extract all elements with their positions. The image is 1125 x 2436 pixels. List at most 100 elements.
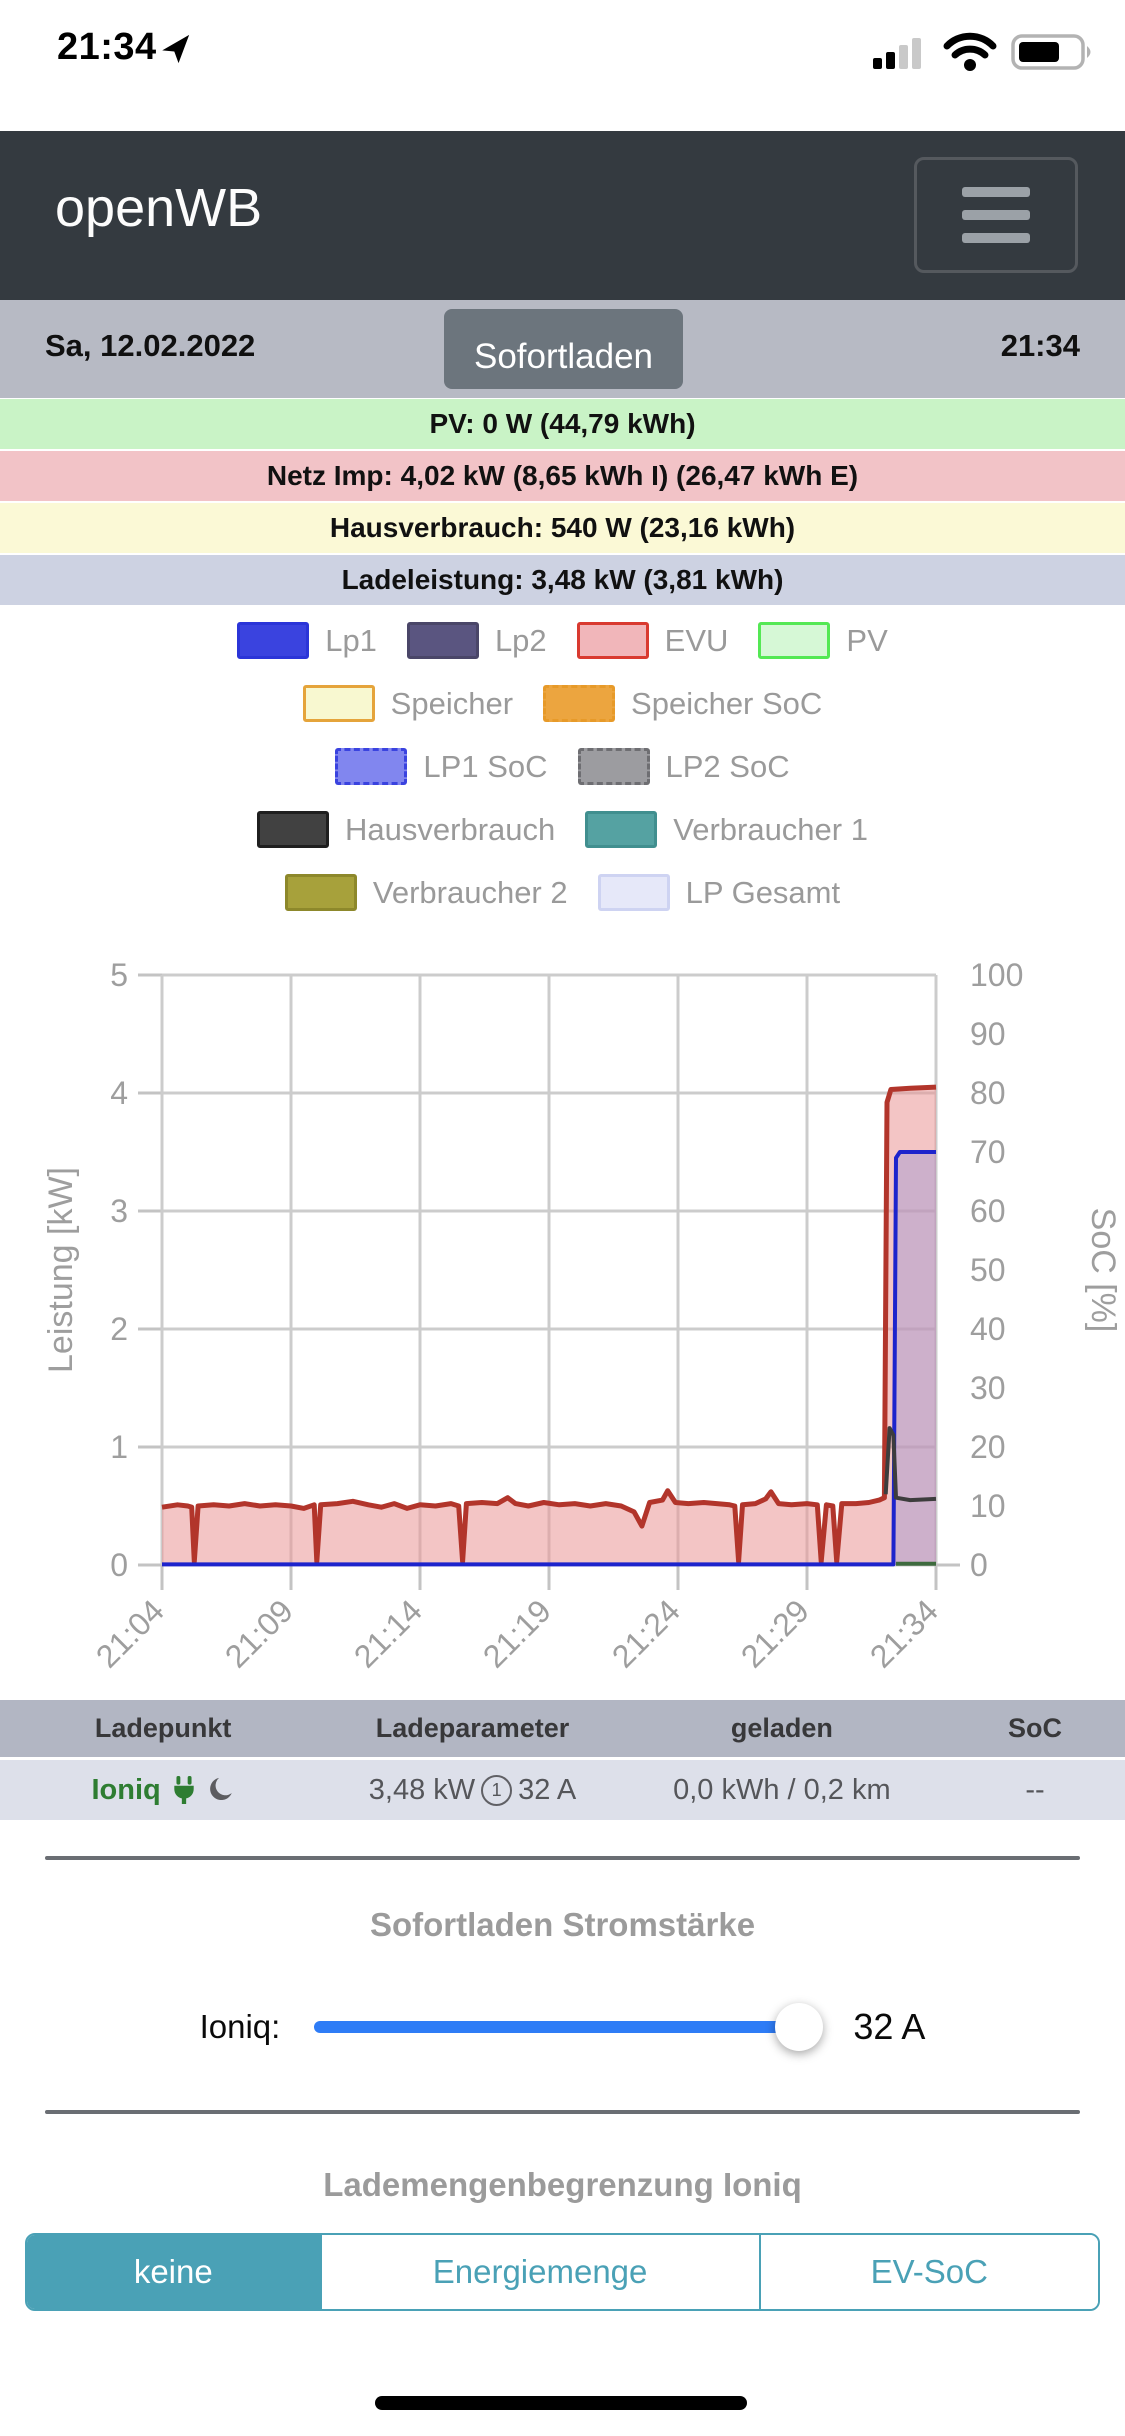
series-line-hausverbrauch — [883, 1426, 937, 1503]
current-slider-row: Ioniq: 32 A — [0, 1982, 1125, 2072]
svg-text:0: 0 — [970, 1547, 988, 1583]
moon-icon — [209, 1777, 232, 1801]
legend-item-lp-gesamt[interactable]: LP Gesamt — [597, 874, 841, 911]
table-header: Ladepunkt Ladeparameter geladen SoC — [0, 1700, 1125, 1760]
charge-power: 3,48 kW — [368, 1773, 476, 1806]
svg-text:21:34: 21:34 — [863, 1592, 945, 1674]
svg-text:5: 5 — [110, 957, 128, 993]
legend-swatch — [576, 622, 649, 659]
svg-text:1: 1 — [110, 1429, 128, 1465]
battery-icon — [1011, 34, 1091, 70]
charged-amount-cell: 0,0 kWh / 0,2 km — [673, 1773, 891, 1806]
svg-text:40: 40 — [970, 1311, 1006, 1347]
legend-label: EVU — [664, 622, 729, 658]
y-axis-title: Leistung [kW] — [42, 1167, 80, 1373]
svg-text:21:04: 21:04 — [89, 1592, 171, 1674]
legend-swatch — [335, 748, 408, 785]
legend-label: Speicher — [390, 685, 514, 721]
limit-section-title: Lademengenbegrenzung Ioniq — [323, 2166, 802, 2203]
series-area-evu — [162, 1087, 936, 1565]
svg-text:0: 0 — [110, 1547, 128, 1583]
svg-text:21:24: 21:24 — [605, 1592, 687, 1674]
section-divider — [45, 1856, 1080, 1860]
legend-item-lp1[interactable]: Lp1 — [237, 622, 377, 659]
legend-item-lp2[interactable]: Lp2 — [406, 622, 547, 659]
table-header-ladeparameter: Ladeparameter — [375, 1713, 570, 1743]
legend-item-evu[interactable]: EVU — [576, 622, 729, 659]
current-time: 21:34 — [1000, 328, 1080, 363]
current-slider[interactable] — [314, 2003, 824, 2051]
table-row: Ioniq 3,48 kW 1 32 A 0,0 kWh / 0,2 km — [0, 1760, 1125, 1820]
hamburger-icon — [962, 187, 1030, 197]
menu-button[interactable] — [914, 157, 1078, 273]
svg-text:21:19: 21:19 — [476, 1592, 558, 1674]
legend-swatch — [758, 622, 831, 659]
chart-legend: Lp1 Lp2 EVU PV Speicher Speicher SoC LP1 SoC LP… — [0, 622, 1125, 911]
svg-text:50: 50 — [970, 1252, 1006, 1288]
legend-item-verbraucher-1[interactable]: Verbraucher 1 — [585, 811, 868, 848]
svg-text:20: 20 — [970, 1429, 1006, 1465]
current-date: Sa, 12.02.2022 — [45, 328, 256, 363]
legend-label: LP1 SoC — [423, 748, 548, 784]
svg-text:3: 3 — [110, 1193, 128, 1229]
phase-count-icon: 1 — [481, 1774, 513, 1806]
status-time: 21:34 — [57, 26, 157, 68]
slider-vehicle-label: Ioniq: — [199, 2008, 281, 2045]
legend-item-speicher-soc[interactable]: Speicher SoC — [543, 685, 822, 722]
charge-limit-segmented-control: keine Energiemenge EV-SoC — [25, 2233, 1100, 2311]
legend-label: Verbraucher 1 — [673, 811, 868, 847]
chargepoint-cell: Ioniq — [0, 1774, 326, 1807]
legend-label: Hausverbrauch — [345, 811, 556, 847]
legend-item-lp1-soc[interactable]: LP1 SoC — [335, 748, 548, 785]
svg-text:21:14: 21:14 — [347, 1592, 429, 1674]
legend-swatch — [257, 811, 330, 848]
table-header-geladen: geladen — [730, 1713, 833, 1743]
series-line-lp1 — [162, 1150, 936, 1567]
slider-thumb[interactable] — [775, 2003, 824, 2051]
svg-text:80: 80 — [970, 1075, 1006, 1111]
svg-text:70: 70 — [970, 1134, 1006, 1170]
chargepoint-table: Ladepunkt Ladeparameter geladen SoC Ioniq 3… — [0, 1700, 1125, 1820]
legend-label: Lp1 — [325, 622, 377, 658]
legend-item-hausverbrauch[interactable]: Hausverbrauch — [257, 811, 555, 848]
limit-option-ev-soc[interactable]: EV-SoC — [760, 2235, 1098, 2309]
soc-cell: -- — [1025, 1773, 1045, 1806]
home-indicator[interactable] — [375, 2396, 747, 2410]
charge-current: 32 A — [518, 1773, 577, 1806]
svg-text:4: 4 — [110, 1075, 128, 1111]
legend-swatch — [302, 685, 375, 722]
limit-option-energiemenge[interactable]: Energiemenge — [321, 2235, 761, 2309]
legend-swatch — [543, 685, 616, 722]
date-bar: Sa, 12.02.2022 Sofortladen 21:34 — [0, 300, 1125, 398]
legend-label: Verbraucher 2 — [372, 874, 568, 910]
svg-text:100: 100 — [970, 957, 1023, 993]
power-chart: 0 1 2 3 4 5 0 10 20 30 40 50 60 70 80 90 100 21:04 21:09 21… — [0, 950, 1125, 1695]
svg-text:60: 60 — [970, 1193, 1006, 1229]
legend-row: Speicher Speicher SoC — [0, 685, 1125, 722]
table-header-ladepunkt: Ladepunkt — [94, 1713, 232, 1743]
series-line-evu — [161, 1084, 937, 1564]
charge-mode-button[interactable]: Sofortladen — [444, 309, 683, 389]
legend-item-lp2-soc[interactable]: LP2 SoC — [577, 748, 790, 785]
svg-text:2: 2 — [110, 1311, 128, 1347]
app-title: openWB — [55, 178, 263, 238]
legend-item-verbraucher-2[interactable]: Verbraucher 2 — [284, 874, 568, 911]
legend-label: Speicher SoC — [631, 685, 823, 721]
svg-text:21:29: 21:29 — [734, 1592, 816, 1674]
legend-label: LP2 SoC — [665, 748, 790, 784]
legend-label: PV — [846, 622, 888, 658]
slider-section-title: Sofortladen Stromstärke — [369, 1906, 756, 1943]
status-strip-pv: PV: 0 W (44,79 kWh) — [0, 399, 1125, 449]
status-strip-hausverbrauch: Hausverbrauch: 540 W (23,16 kWh) — [0, 503, 1125, 553]
limit-option-keine[interactable]: keine — [27, 2235, 322, 2309]
energy-status-strips: PV: 0 W (44,79 kWh) Netz Imp: 4,02 kW (8,… — [0, 399, 1125, 607]
legend-item-pv[interactable]: PV — [758, 622, 888, 659]
legend-swatch — [597, 874, 670, 911]
legend-item-speicher[interactable]: Speicher — [302, 685, 514, 722]
status-strip-ladeleistung: Ladeleistung: 3,48 kW (3,81 kWh) — [0, 555, 1125, 605]
legend-row: LP1 SoC LP2 SoC — [0, 748, 1125, 785]
legend-row: Lp1 Lp2 EVU PV — [0, 622, 1125, 659]
app-header: openWB — [0, 131, 1125, 300]
legend-label: LP Gesamt — [685, 874, 841, 910]
